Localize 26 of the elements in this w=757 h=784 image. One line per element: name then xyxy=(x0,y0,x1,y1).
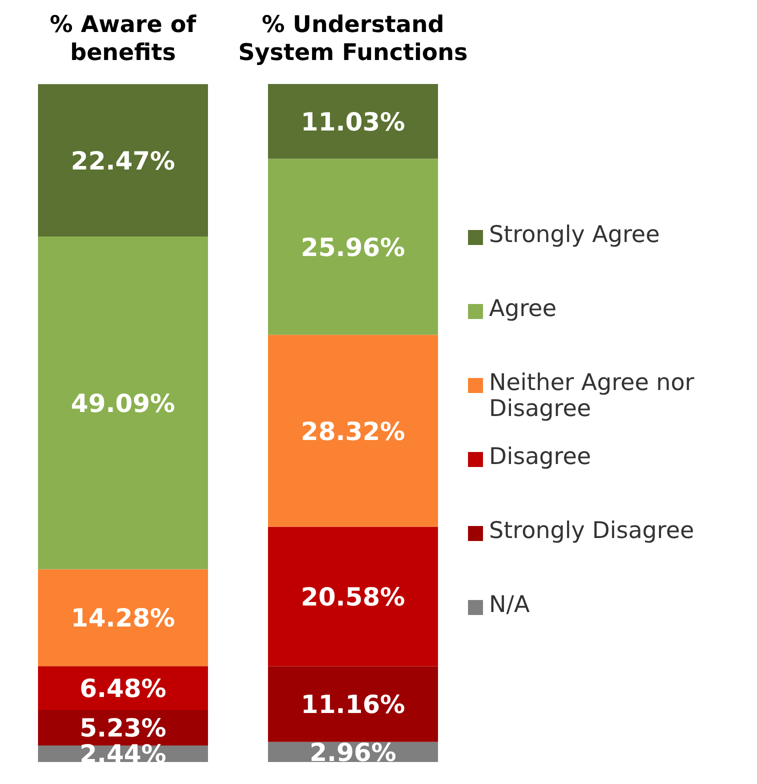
bar xyxy=(38,236,208,570)
data-label: 49.09% xyxy=(70,388,176,418)
data-label: 25.96% xyxy=(300,232,406,262)
data-label: 2.96% xyxy=(310,738,396,767)
bar xyxy=(268,334,438,527)
data-label: 14.28% xyxy=(70,604,176,633)
bar xyxy=(268,158,438,335)
bar xyxy=(268,84,438,159)
legend-label: Strongly Disagree xyxy=(489,518,694,544)
data-label: 11.03% xyxy=(300,107,406,136)
x-tick-label: % Aware of benefits xyxy=(50,12,198,66)
bar xyxy=(38,569,208,666)
bar xyxy=(38,84,208,236)
data-label: 22.47% xyxy=(70,146,176,176)
legend-label: N/A xyxy=(489,592,530,618)
legend-label: Strongly Agree xyxy=(489,222,660,248)
x-tick-label: % Understand System Functions xyxy=(238,12,468,66)
data-label: 6.48% xyxy=(80,674,166,704)
data-label: 20.58% xyxy=(300,582,406,612)
legend-label: Neither Agree nor Disagree xyxy=(489,370,696,422)
data-label: 28.32% xyxy=(300,416,406,446)
data-label: 11.16% xyxy=(300,690,406,720)
legend-label: Disagree xyxy=(489,444,592,470)
bar xyxy=(268,666,438,742)
bar xyxy=(268,526,438,666)
legend-label: Agree xyxy=(489,296,557,322)
